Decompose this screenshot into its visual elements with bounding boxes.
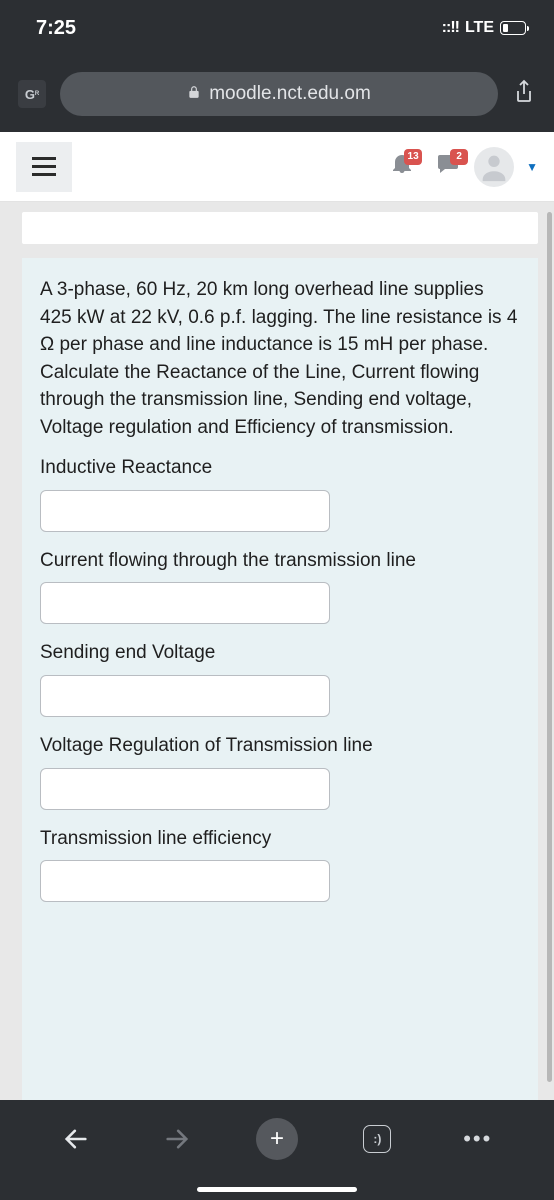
more-icon: ••• (463, 1126, 492, 1152)
user-menu-caret-icon[interactable]: ▼ (526, 160, 538, 174)
field-label: Sending end Voltage (40, 640, 520, 667)
question-card: A 3-phase, 60 Hz, 20 km long overhead li… (22, 258, 538, 1100)
field-efficiency: Transmission line efficiency (40, 826, 520, 903)
current-input[interactable] (40, 582, 330, 624)
status-right: ::!! LTE (442, 19, 526, 37)
browser-bottom-bar: + :) ••• (0, 1100, 554, 1178)
app-header: 13 2 ▼ (0, 132, 554, 202)
back-button[interactable] (54, 1117, 98, 1161)
field-label: Inductive Reactance (40, 455, 520, 482)
content-area: A 3-phase, 60 Hz, 20 km long overhead li… (0, 202, 554, 1100)
scrollbar[interactable] (547, 212, 552, 1082)
sending-voltage-input[interactable] (40, 675, 330, 717)
clock: 7:25 (36, 17, 76, 40)
field-voltage-regulation: Voltage Regulation of Transmission line (40, 733, 520, 810)
notifications-badge: 13 (404, 149, 422, 165)
notifications-button[interactable]: 13 (382, 147, 422, 187)
avatar[interactable] (474, 147, 514, 187)
forward-button[interactable] (155, 1117, 199, 1161)
field-label: Voltage Regulation of Transmission line (40, 733, 520, 760)
home-indicator[interactable] (197, 1187, 357, 1192)
voltage-regulation-input[interactable] (40, 768, 330, 810)
share-icon[interactable] (512, 79, 536, 110)
browser-address-bar: Gᴿ moodle.nct.edu.om (0, 56, 554, 132)
messages-badge: 2 (450, 149, 468, 165)
messages-button[interactable]: 2 (428, 147, 468, 187)
tabs-icon: :) (363, 1125, 391, 1153)
field-sending-voltage: Sending end Voltage (40, 640, 520, 717)
inductive-reactance-input[interactable] (40, 490, 330, 532)
status-bar: 7:25 ::!! LTE (0, 0, 554, 56)
url-field[interactable]: moodle.nct.edu.om (60, 72, 498, 116)
signal-icon: ::!! (442, 19, 459, 37)
field-label: Transmission line efficiency (40, 826, 520, 853)
battery-icon (500, 21, 526, 35)
home-indicator-area (0, 1178, 554, 1200)
network-label: LTE (465, 19, 494, 37)
field-current: Current flowing through the transmission… (40, 548, 520, 625)
question-text: A 3-phase, 60 Hz, 20 km long overhead li… (40, 276, 520, 441)
question-header-strip (22, 212, 538, 244)
efficiency-input[interactable] (40, 860, 330, 902)
new-tab-button[interactable]: + (255, 1117, 299, 1161)
field-label: Current flowing through the transmission… (40, 548, 520, 575)
tabs-button[interactable]: :) (355, 1117, 399, 1161)
more-button[interactable]: ••• (456, 1117, 500, 1161)
lock-icon (187, 85, 201, 103)
menu-button[interactable] (16, 142, 72, 192)
url-text: moodle.nct.edu.om (209, 83, 371, 105)
field-inductive-reactance: Inductive Reactance (40, 455, 520, 532)
plus-icon: + (256, 1118, 298, 1160)
site-settings-icon[interactable]: Gᴿ (18, 80, 46, 108)
